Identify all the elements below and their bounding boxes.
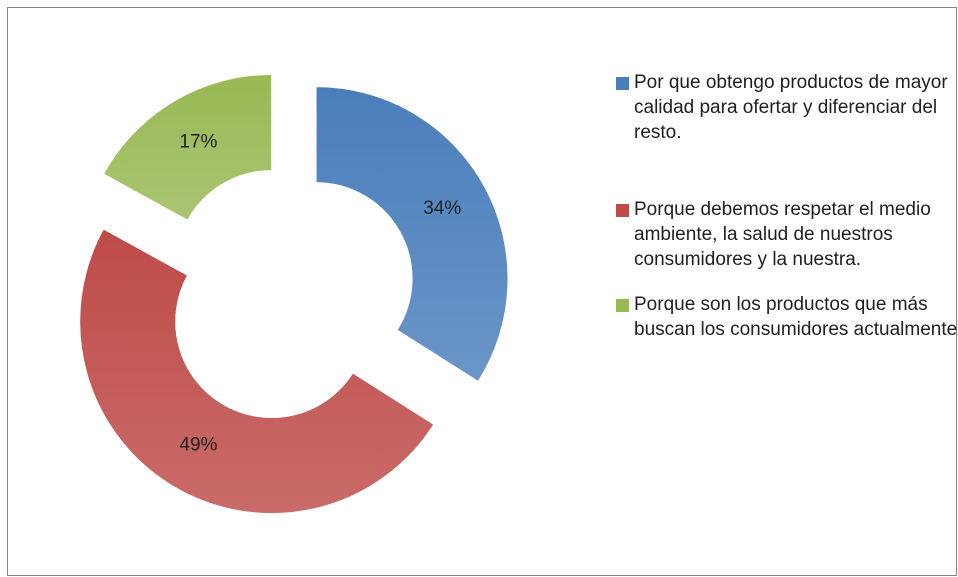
legend-swatch [616, 299, 629, 312]
slice [102, 73, 273, 221]
legend-item: Porque son los productos que más buscan … [616, 292, 958, 342]
legend-item: Porque debemos respetar el medio ambient… [616, 197, 958, 272]
chart: 34% 49% 17% [79, 73, 509, 515]
legend-swatch [616, 204, 629, 217]
legend: Por que obtengo productos de mayor calid… [616, 70, 958, 362]
data-label: 49% [179, 435, 217, 456]
legend-label: Porque son los productos que más buscan … [634, 294, 958, 340]
legend-swatch [616, 77, 629, 90]
legend-label: Porque debemos respetar el medio ambient… [634, 199, 931, 270]
legend-label: Por que obtengo productos de mayor calid… [634, 72, 948, 143]
chart-frame: 34% 49% 17% Por que obtengo productos de m… [7, 7, 957, 576]
legend-item: Por que obtengo productos de mayor calid… [616, 70, 958, 145]
slice [315, 86, 509, 383]
slice [79, 228, 435, 515]
data-label: 34% [423, 198, 461, 219]
data-label: 17% [179, 132, 217, 153]
